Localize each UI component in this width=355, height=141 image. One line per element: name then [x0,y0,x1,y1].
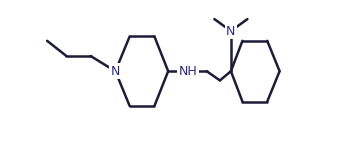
Text: NH: NH [179,65,197,78]
Text: N: N [226,25,236,38]
Text: N: N [111,65,120,78]
